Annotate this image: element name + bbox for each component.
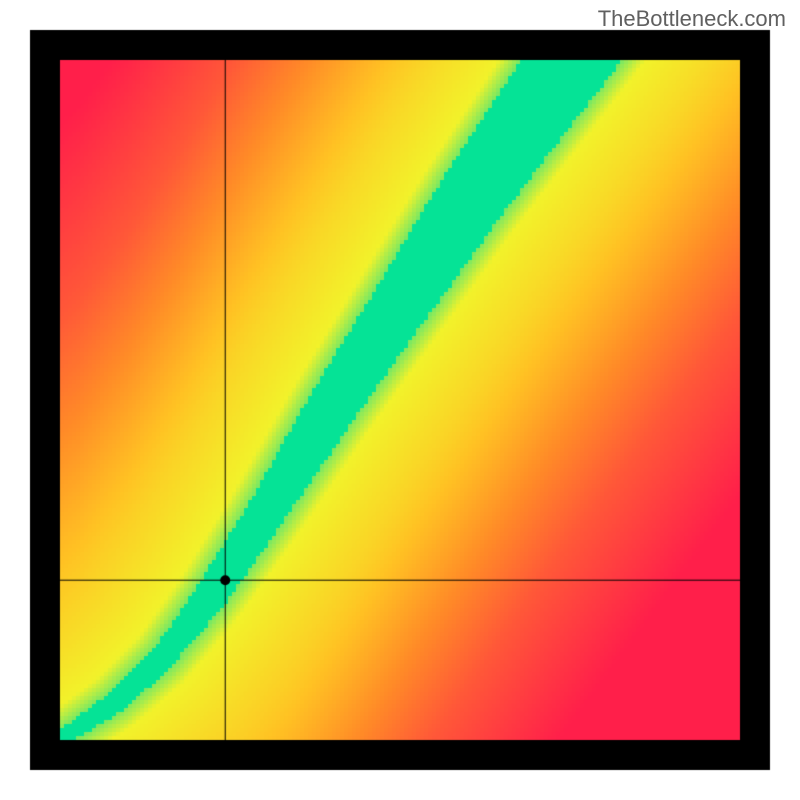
bottleneck-heatmap bbox=[0, 0, 800, 800]
chart-container: TheBottleneck.com bbox=[0, 0, 800, 800]
watermark-text: TheBottleneck.com bbox=[598, 6, 786, 32]
